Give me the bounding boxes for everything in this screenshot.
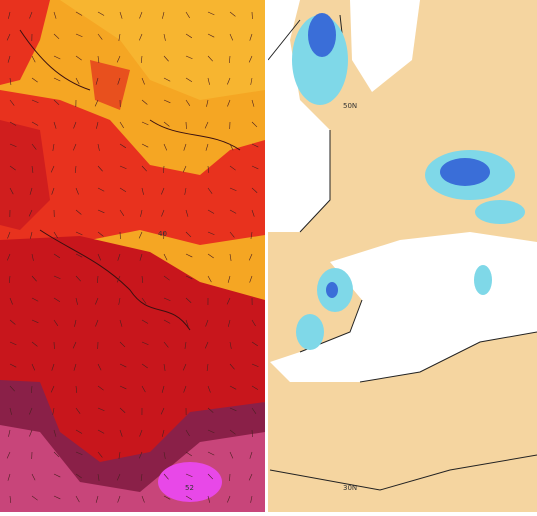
heavy-rain xyxy=(326,282,338,298)
map-label: 40 xyxy=(158,230,167,238)
map-label: 50N xyxy=(343,102,357,110)
map-label: 52 xyxy=(185,484,194,492)
light-rain xyxy=(296,314,324,350)
temperature-map: 40 52 xyxy=(0,0,265,512)
heavy-rain xyxy=(440,158,490,186)
heavy-rain xyxy=(308,13,336,57)
precipitation-map: 50N 30N xyxy=(268,0,537,512)
light-rain xyxy=(474,265,492,295)
map-label: 30N xyxy=(343,484,357,492)
divider xyxy=(265,0,268,512)
light-rain xyxy=(475,200,525,224)
peak-zone xyxy=(158,462,222,502)
